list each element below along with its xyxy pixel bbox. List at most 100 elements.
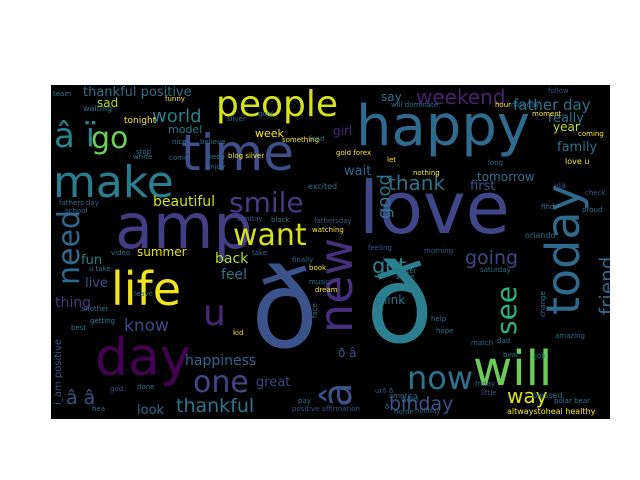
word-take-121: take bbox=[252, 249, 267, 257]
word-saturday-71: saturday bbox=[480, 266, 511, 274]
word-cloud-canvas: ð ðloveamphappytimedaymaketodaynewlifewil… bbox=[52, 85, 610, 418]
word-fun-41: fun bbox=[81, 253, 102, 268]
word-thank-25: thank bbox=[388, 171, 445, 195]
word-morning-75: morning bbox=[424, 247, 453, 255]
word-dad-91: dad bbox=[497, 337, 510, 345]
word-moment-98: moment bbox=[532, 110, 562, 118]
word-i-am-positive-59: i_am positive bbox=[53, 339, 64, 405]
word-go-18: go bbox=[91, 121, 128, 156]
word-word-136: word bbox=[401, 396, 418, 404]
word-back-39: back bbox=[215, 251, 249, 267]
word-food-119: food bbox=[309, 135, 324, 143]
word-check-95: check bbox=[585, 189, 606, 197]
word-nice-113: nice bbox=[172, 138, 187, 146]
word-find-132: find bbox=[541, 203, 554, 211]
word-girl-55: girl bbox=[333, 124, 352, 138]
word-will-dominate-133: will dominate bbox=[391, 101, 438, 109]
word-now-21: now bbox=[407, 359, 473, 397]
word-tomorrow-50: tomorrow bbox=[477, 170, 535, 184]
word-gold-forex-67: gold forex bbox=[336, 149, 371, 157]
word-stop-115: stop bbox=[136, 148, 152, 156]
word-done-83: done bbox=[137, 383, 154, 391]
word-glyph-0: ð bbox=[251, 245, 318, 373]
word-bihday-32: bihday bbox=[389, 393, 453, 415]
word-long-100: long bbox=[488, 159, 503, 167]
word-time-5: time bbox=[181, 124, 294, 182]
word-friend-26: friend bbox=[595, 257, 610, 316]
word-little-82: little bbox=[481, 389, 497, 397]
word-proud-94: proud bbox=[582, 206, 602, 214]
word-see-20: see bbox=[490, 286, 523, 335]
word-face-137: face bbox=[311, 303, 319, 318]
word-year-49: year bbox=[553, 120, 580, 134]
word-people-12: people bbox=[216, 85, 338, 125]
word-weekend-24: weekend bbox=[416, 85, 506, 109]
word-change-138: change bbox=[539, 291, 547, 317]
word-great-45: great bbox=[256, 375, 290, 390]
word-need-17: need bbox=[52, 210, 87, 285]
word-match-92: match bbox=[471, 339, 493, 347]
word-let-101: let bbox=[387, 156, 396, 164]
word-monday-135: monday bbox=[511, 101, 539, 109]
word-follow-97: follow bbox=[548, 87, 569, 95]
word-leave-86: leave bbox=[134, 290, 153, 298]
word-enjoy-117: enjoy bbox=[206, 163, 225, 171]
word-will-11: will bbox=[473, 341, 552, 397]
word-nothing-73: nothing bbox=[413, 169, 440, 177]
word-glyph-34: â â bbox=[66, 387, 95, 409]
word-best-123: best bbox=[71, 324, 86, 332]
word-love-u-70: love u bbox=[565, 157, 589, 166]
word-home-81: home bbox=[394, 408, 414, 416]
word-something-104: something bbox=[282, 136, 319, 144]
word-silver-103: silver bbox=[227, 115, 246, 123]
word-fathers-day-106: fathers day bbox=[59, 199, 99, 207]
word-funny-66: funny bbox=[165, 95, 185, 103]
word-love-2: love bbox=[359, 166, 510, 250]
word-pay-84: pay bbox=[298, 397, 311, 405]
word-father-day-35: father day bbox=[513, 96, 591, 114]
word-bear-141: bear bbox=[503, 351, 519, 359]
word-positive-affirmation-62: positive affirmation bbox=[292, 405, 360, 413]
word-team-65: team bbox=[53, 90, 71, 98]
word-selfie-74: selfie bbox=[396, 273, 415, 281]
word-good-33: good bbox=[374, 174, 395, 219]
word-holiday-80: holiday bbox=[415, 407, 440, 415]
word-u-19: u bbox=[203, 293, 226, 334]
word-hope-88: hope bbox=[436, 327, 453, 335]
word-happy-4: happy bbox=[356, 94, 530, 159]
word-feel-40: feel bbox=[221, 267, 247, 283]
word-keep-116: keep bbox=[208, 153, 225, 161]
word-glyph-127: ð bbox=[385, 403, 389, 411]
word-job-90: job bbox=[534, 352, 546, 360]
word-help-89: help bbox=[431, 315, 447, 323]
word-happiness-38: happiness bbox=[185, 353, 256, 369]
word-white-114: white bbox=[133, 153, 152, 161]
word-say-56: say bbox=[381, 90, 402, 104]
word-hea-139: hea bbox=[92, 405, 105, 413]
word-another-122: another bbox=[81, 305, 108, 313]
word-better-112: better bbox=[395, 267, 417, 275]
word-u-take-126: u take bbox=[89, 265, 111, 273]
word-getting-85: getting bbox=[90, 317, 115, 325]
word-wait-52: wait bbox=[344, 164, 371, 179]
word-sunday-107: sunday bbox=[237, 215, 262, 223]
word-world-23: world bbox=[152, 106, 202, 127]
word-glyph-14: â bbox=[315, 382, 361, 407]
word-excited-72: excited bbox=[308, 182, 337, 191]
word-model-58: model bbox=[168, 123, 202, 136]
word-really-47: really bbox=[548, 111, 584, 126]
word-look-46: look bbox=[137, 403, 165, 418]
word-day-6: day bbox=[95, 328, 191, 388]
word-orlando-69: orlando bbox=[525, 231, 555, 240]
word-life-10: life bbox=[111, 262, 181, 316]
word-video-125: video bbox=[111, 249, 130, 257]
word-know-29: know bbox=[124, 316, 169, 336]
word-ur-129: urð ð bbox=[375, 387, 393, 395]
word-going-27: going bbox=[465, 247, 518, 269]
word-new-9: new bbox=[309, 238, 363, 333]
word-first-51: first bbox=[470, 179, 495, 194]
word-want-15: want bbox=[233, 218, 307, 253]
word-via-99: via bbox=[554, 181, 566, 190]
word-gold-102: gold bbox=[258, 110, 273, 118]
word-hour-134: hour bbox=[495, 101, 511, 109]
